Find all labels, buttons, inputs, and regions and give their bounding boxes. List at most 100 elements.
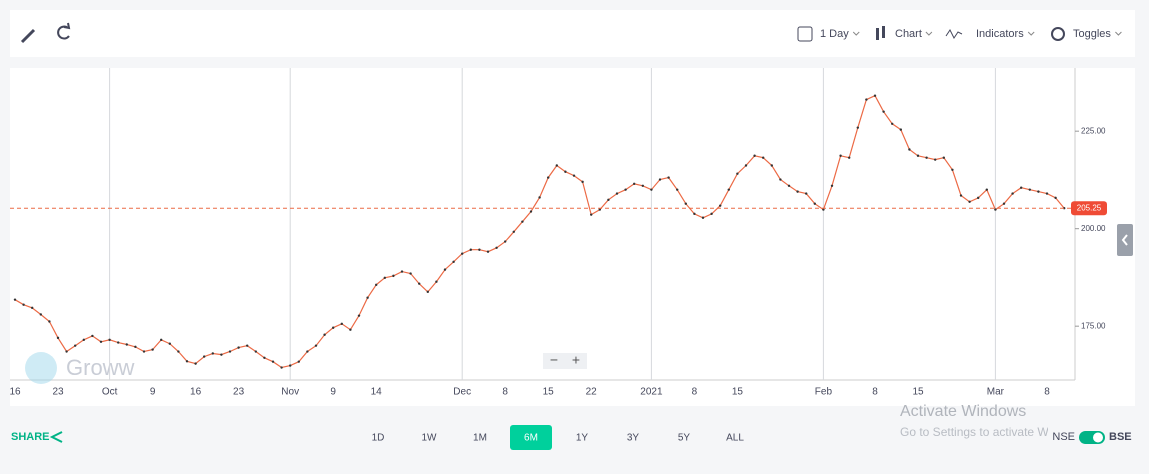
price-point bbox=[934, 158, 937, 161]
price-point bbox=[39, 313, 42, 316]
range-button[interactable]: 5Y bbox=[678, 433, 691, 444]
price-point bbox=[194, 362, 197, 365]
price-point bbox=[366, 296, 369, 299]
side-panel-toggle[interactable] bbox=[1117, 224, 1133, 256]
price-point bbox=[512, 230, 515, 233]
watermark-logo bbox=[25, 352, 57, 384]
price-point bbox=[117, 341, 120, 344]
price-point bbox=[185, 360, 189, 363]
last-price-label: 205.25 bbox=[1077, 203, 1102, 212]
price-point bbox=[564, 170, 567, 173]
price-point bbox=[323, 333, 326, 336]
range-button[interactable]: ALL bbox=[726, 433, 744, 444]
price-point bbox=[865, 98, 868, 101]
toolbar bbox=[10, 10, 1135, 57]
price-point bbox=[572, 174, 576, 177]
watermark: Groww bbox=[66, 355, 135, 380]
price-point bbox=[1063, 207, 1066, 210]
x-tick-label: 23 bbox=[52, 387, 64, 398]
price-point bbox=[633, 182, 636, 186]
price-point bbox=[504, 240, 507, 243]
price-point bbox=[263, 356, 266, 359]
x-tick-label: Feb bbox=[815, 387, 833, 398]
price-point bbox=[830, 184, 834, 187]
price-point bbox=[1054, 196, 1057, 200]
price-point bbox=[418, 282, 421, 285]
price-point bbox=[289, 364, 292, 367]
toggles-icon[interactable] bbox=[1051, 27, 1065, 41]
price-point bbox=[211, 352, 214, 355]
last-price-badge bbox=[1071, 201, 1107, 216]
y-tick-label: 200.00 bbox=[1081, 224, 1106, 233]
chart-icon bbox=[882, 26, 885, 38]
x-tick-label: 8 bbox=[1044, 387, 1050, 398]
range-button[interactable]: 3Y bbox=[627, 433, 640, 444]
price-point bbox=[891, 122, 894, 125]
price-point bbox=[495, 246, 498, 249]
x-tick-label: Mar bbox=[987, 387, 1005, 398]
price-point bbox=[1037, 190, 1040, 193]
price-point bbox=[813, 202, 816, 205]
price-point bbox=[916, 154, 920, 157]
price-point bbox=[744, 164, 748, 167]
interval-menu[interactable]: 1 Day bbox=[820, 28, 849, 40]
zoom-out[interactable]: − bbox=[550, 352, 558, 368]
price-point bbox=[340, 322, 343, 326]
x-tick-label: 14 bbox=[371, 387, 383, 398]
price-point bbox=[693, 212, 696, 216]
toggles-menu[interactable]: Toggles bbox=[1073, 28, 1111, 40]
price-point bbox=[48, 320, 51, 323]
price-point bbox=[581, 180, 584, 184]
price-point bbox=[134, 345, 137, 349]
price-point bbox=[538, 196, 541, 199]
price-point bbox=[719, 204, 722, 207]
dropdown-caret bbox=[925, 31, 933, 36]
price-point bbox=[839, 154, 842, 157]
price-point bbox=[977, 196, 980, 200]
price-point bbox=[22, 303, 25, 306]
x-tick-label: 8 bbox=[872, 387, 878, 398]
price-point bbox=[873, 94, 877, 97]
x-tick-label: 23 bbox=[233, 387, 245, 398]
price-point bbox=[529, 210, 533, 213]
range-button[interactable]: 1M bbox=[473, 433, 487, 444]
price-point bbox=[1020, 186, 1023, 189]
price-point bbox=[856, 126, 859, 129]
price-point bbox=[787, 184, 791, 187]
price-point bbox=[762, 156, 765, 159]
price-point bbox=[615, 192, 619, 195]
zoom-in[interactable]: + bbox=[572, 352, 580, 368]
y-tick-label: 175.00 bbox=[1081, 321, 1106, 330]
chart-menu[interactable]: Chart bbox=[895, 28, 922, 40]
x-tick-label: 9 bbox=[150, 387, 156, 398]
share-icon[interactable] bbox=[49, 431, 63, 443]
range-button[interactable]: 6M bbox=[524, 433, 538, 444]
range-button[interactable]: 1D bbox=[372, 433, 385, 444]
range-selected[interactable] bbox=[510, 425, 552, 450]
price-point bbox=[908, 148, 911, 151]
price-point bbox=[375, 283, 378, 287]
toggle-knob bbox=[1093, 432, 1103, 443]
range-button[interactable]: 1Y bbox=[576, 433, 589, 444]
indicators-icon[interactable] bbox=[945, 29, 963, 39]
range-button[interactable]: 1W bbox=[422, 433, 438, 444]
os-notice-text: Go to Settings to activate Windows. bbox=[900, 425, 1089, 439]
interval-icon[interactable] bbox=[797, 26, 813, 42]
brush-icon[interactable] bbox=[20, 28, 36, 44]
price-point bbox=[951, 168, 954, 171]
price-point bbox=[151, 348, 154, 351]
chart-icon[interactable] bbox=[876, 28, 879, 40]
price-point bbox=[435, 280, 438, 283]
indicators-menu[interactable]: Indicators bbox=[976, 28, 1024, 40]
share-button[interactable]: SHARE bbox=[11, 431, 50, 443]
exchange-nse[interactable]: NSE bbox=[1052, 431, 1075, 443]
price-point bbox=[590, 213, 593, 216]
price-point bbox=[65, 350, 68, 353]
x-tick-label: 2021 bbox=[640, 387, 663, 398]
price-point bbox=[220, 353, 223, 356]
price-point bbox=[168, 342, 171, 345]
exchange-bse[interactable]: BSE bbox=[1109, 431, 1132, 443]
price-point bbox=[968, 200, 971, 203]
refresh-icon[interactable] bbox=[57, 22, 71, 40]
